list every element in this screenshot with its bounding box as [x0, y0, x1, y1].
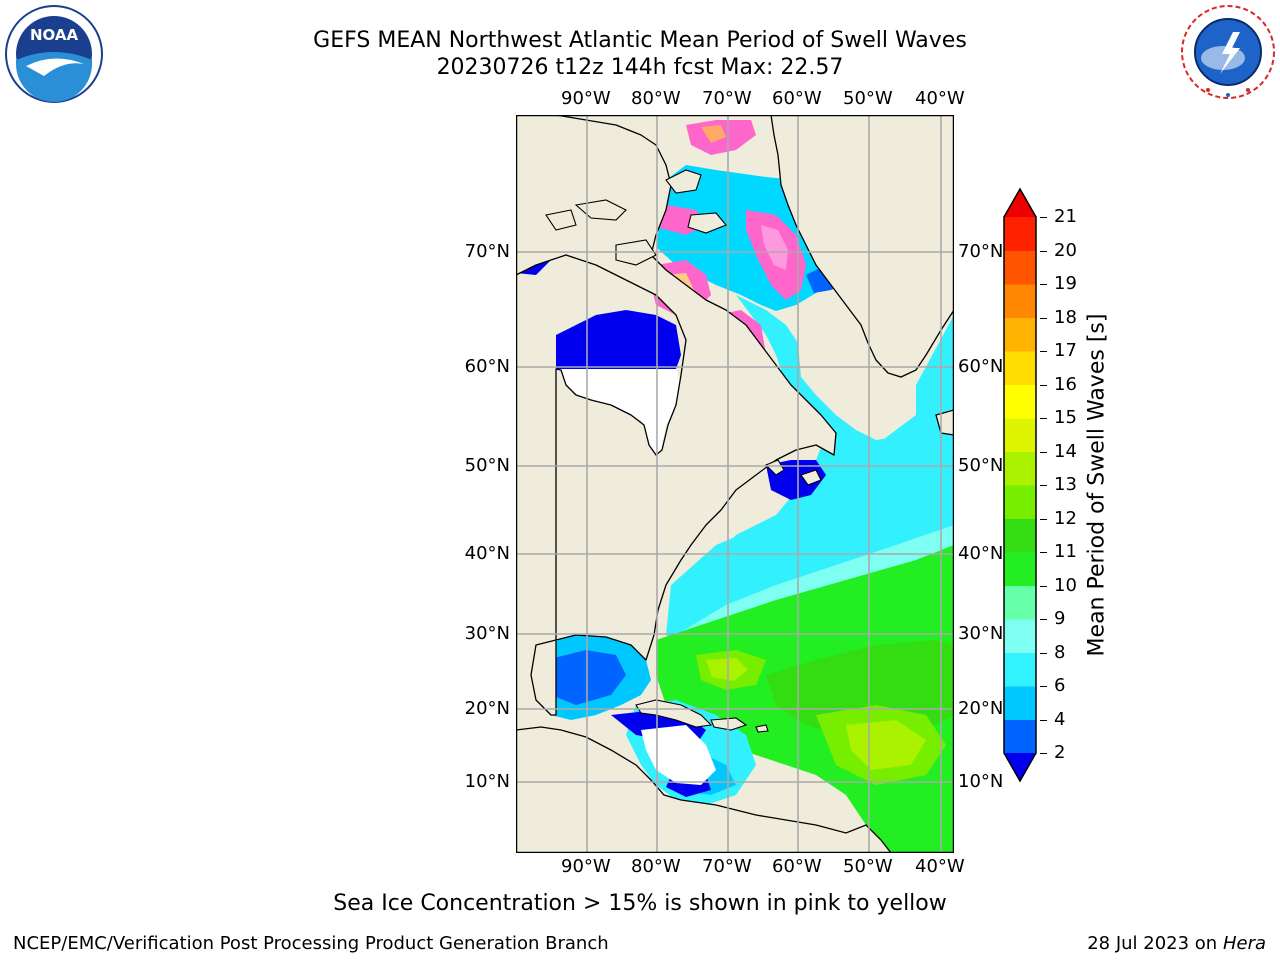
- colorbar-tick-label: 4: [1054, 708, 1066, 730]
- lon-tick-bottom-70w: 70°W: [702, 856, 752, 877]
- colorbar-tick-label: 9: [1054, 608, 1066, 629]
- lon-tick-top-80w: 80°W: [631, 88, 681, 109]
- colorbar-bin-12-13: [1004, 485, 1036, 519]
- colorbar-tick-label: 12: [1054, 507, 1077, 529]
- lon-tick-top-60w: 60°W: [772, 88, 822, 109]
- colorbar-tick-mark: [1040, 719, 1047, 721]
- colorbar-tick-label: 10: [1054, 574, 1077, 596]
- colorbar-bin-19-20: [1004, 250, 1036, 285]
- colorbar-over-arrow: [1004, 189, 1036, 217]
- sea-ice-caption: Sea Ice Concentration > 15% is shown in …: [333, 891, 947, 916]
- map-panel: [516, 115, 954, 853]
- lat-tick-left-10n: 10°N: [464, 771, 510, 792]
- colorbar-tick-label: 21: [1054, 206, 1077, 227]
- colorbar-under-arrow: [1004, 753, 1036, 781]
- lon-tick-bottom-60w: 60°W: [772, 856, 822, 877]
- lat-tick-left-40n: 40°N: [464, 543, 510, 564]
- nws-logo: [1178, 2, 1278, 102]
- colorbar-bin-13-14: [1004, 451, 1036, 486]
- colorbar-bin-16-17: [1004, 351, 1036, 385]
- colorbar-tick-mark: [1040, 451, 1047, 453]
- lat-tick-left-60n: 60°N: [464, 356, 510, 377]
- map-title: GEFS MEAN Northwest Atlantic Mean Period…: [313, 28, 967, 53]
- lon-tick-top-70w: 70°W: [702, 88, 752, 109]
- footer-right: 28 Jul 2023 on Hera: [1087, 933, 1266, 954]
- colorbar-tick-mark: [1040, 518, 1047, 520]
- noaa-logo-text: NOAA: [30, 26, 79, 44]
- colorbar-tick-mark: [1040, 686, 1047, 687]
- lat-tick-left-30n: 30°N: [464, 623, 510, 644]
- lat-tick-left-20n: 20°N: [464, 698, 510, 719]
- colorbar-tick-label: 20: [1054, 239, 1077, 261]
- land-masses: [516, 115, 954, 853]
- colorbar-bin-18-19: [1004, 284, 1036, 318]
- colorbar-tick-label: 13: [1054, 474, 1077, 495]
- colorbar-tick-mark: [1040, 652, 1047, 654]
- lon-tick-top-90w: 90°W: [561, 88, 611, 109]
- colorbar-tick-mark: [1040, 619, 1047, 620]
- colorbar-tick-mark: [1040, 384, 1047, 386]
- colorbar-tick-mark: [1040, 217, 1047, 218]
- lat-tick-left-70n: 70°N: [464, 241, 510, 262]
- colorbar-tick-label: 2: [1054, 742, 1066, 763]
- colorbar-bin-20-21: [1004, 217, 1036, 251]
- colorbar-bin-11-12: [1004, 518, 1036, 553]
- lon-tick-top-40w: 40°W: [915, 88, 965, 109]
- colorbar-tick-mark: [1040, 284, 1047, 285]
- colorbar-tick-label: 11: [1054, 541, 1077, 562]
- footer-host: Hera: [1222, 933, 1266, 954]
- colorbar-tick-label: 8: [1054, 641, 1066, 663]
- lat-tick-right-50n: 50°N: [958, 455, 1004, 476]
- colorbar-tick-mark: [1040, 753, 1047, 754]
- graticule: [516, 115, 954, 853]
- colorbar-bin-8-9: [1004, 619, 1036, 653]
- lon-tick-bottom-50w: 50°W: [843, 856, 893, 877]
- colorbar-bin-4-6: [1004, 686, 1036, 720]
- colorbar-bin-10-11: [1004, 552, 1036, 586]
- colorbar-tick-mark: [1040, 317, 1047, 319]
- colorbar-tick-label: 19: [1054, 273, 1077, 294]
- lat-tick-right-40n: 40°N: [958, 543, 1004, 564]
- colorbar-bin-2-4: [1004, 719, 1036, 754]
- footer-date: 28 Jul 2023 on: [1087, 933, 1223, 954]
- lon-tick-top-50w: 50°W: [843, 88, 893, 109]
- colorbar-bin-9-10: [1004, 585, 1036, 620]
- colorbar-tick-mark: [1040, 585, 1047, 587]
- lat-tick-right-20n: 20°N: [958, 698, 1004, 719]
- lat-tick-right-60n: 60°N: [958, 356, 1004, 377]
- colorbar-tick-label: 18: [1054, 306, 1077, 328]
- noaa-logo: NOAA: [4, 4, 104, 104]
- colorbar-bin-17-18: [1004, 317, 1036, 352]
- colorbar-tick-label: 15: [1054, 407, 1077, 428]
- colorbar-tick-mark: [1040, 485, 1047, 486]
- colorbar-tick-label: 17: [1054, 340, 1077, 361]
- lon-tick-bottom-90w: 90°W: [561, 856, 611, 877]
- lat-tick-right-70n: 70°N: [958, 241, 1004, 262]
- lon-tick-bottom-40w: 40°W: [915, 856, 965, 877]
- colorbar-tick-label: 16: [1054, 373, 1077, 395]
- colorbar-bin-15-16: [1004, 384, 1036, 419]
- colorbar-bin-6-8: [1004, 652, 1036, 687]
- lat-tick-right-30n: 30°N: [958, 623, 1004, 644]
- colorbar-tick-label: 14: [1054, 440, 1077, 462]
- colorbar-bin-14-15: [1004, 418, 1036, 452]
- colorbar: [1000, 185, 1040, 785]
- colorbar-tick-mark: [1040, 351, 1047, 352]
- footer-left: NCEP/EMC/Verification Post Processing Pr…: [13, 933, 609, 954]
- colorbar-tick-label: 6: [1054, 675, 1066, 696]
- colorbar-tick-mark: [1040, 552, 1047, 553]
- colorbar-tick-mark: [1040, 250, 1047, 252]
- map-frame: [516, 115, 954, 853]
- lat-tick-left-50n: 50°N: [464, 455, 510, 476]
- colorbar-tick-mark: [1040, 418, 1047, 419]
- lon-tick-bottom-80w: 80°W: [631, 856, 681, 877]
- lat-tick-right-10n: 10°N: [958, 771, 1004, 792]
- colorbar-outline: [1003, 187, 1037, 783]
- map-subtitle: 20230726 t12z 144h fcst Max: 22.57: [436, 55, 844, 80]
